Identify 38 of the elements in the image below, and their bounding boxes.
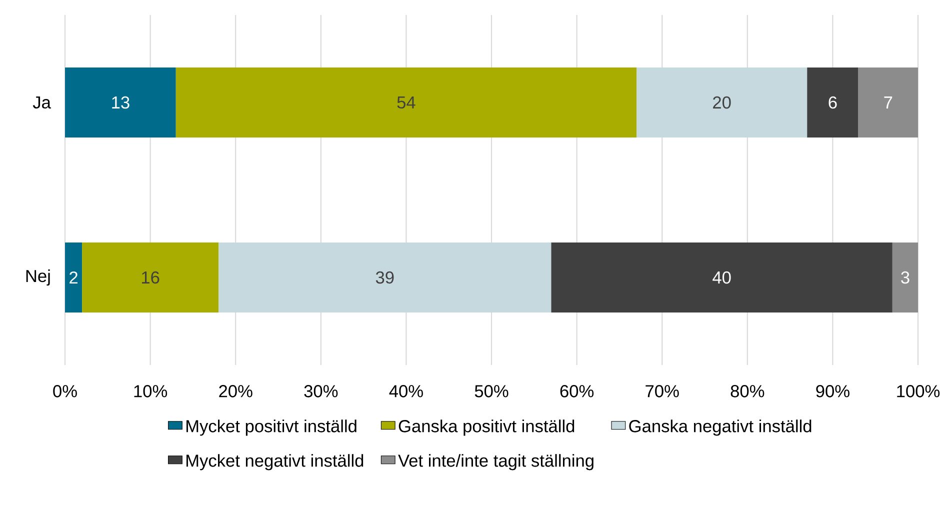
data-label: 16: [142, 271, 160, 284]
data-label: 20: [713, 96, 731, 109]
bar: [892, 242, 918, 312]
data-label: 54: [397, 96, 416, 109]
bar: [176, 67, 637, 138]
x-tick-label: 30%: [304, 385, 338, 398]
x-tick-label: 60%: [560, 385, 594, 398]
y-tick-label: Nej: [26, 269, 50, 286]
bar: [65, 67, 176, 138]
x-tick-label: 10%: [134, 385, 168, 398]
x-tick-label: 40%: [389, 385, 423, 398]
data-label: 40: [712, 271, 731, 284]
bar: [65, 242, 82, 312]
x-tick-label: 90%: [816, 385, 850, 398]
bar: [636, 67, 808, 138]
x-tick-label: 20%: [219, 385, 252, 398]
data-label: 3: [901, 271, 910, 284]
bar: [82, 242, 219, 312]
legend-label: Ganska positivt inställd: [398, 420, 574, 436]
data-label: 7: [884, 96, 892, 108]
x-tick-label: 70%: [646, 385, 679, 398]
bar: [858, 67, 918, 138]
bar: [551, 242, 892, 312]
legend-label: Mycket positivt inställd: [186, 420, 356, 436]
legend-label: Mycket negativt inställd: [186, 454, 364, 470]
x-tick-label: 100%: [897, 385, 940, 398]
x-tick-label: 0%: [53, 385, 77, 398]
data-label: 13: [112, 96, 130, 109]
bar: [807, 67, 858, 138]
x-tick-label: 80%: [730, 385, 764, 398]
bar: [218, 242, 552, 312]
y-tick-label: Ja: [32, 96, 51, 109]
legend-label: Ganska negativt inställd: [629, 420, 812, 436]
legend-label: Vet inte/inte tagit ställning: [398, 454, 594, 470]
x-tick-label: 50%: [474, 385, 508, 398]
data-label: 39: [376, 271, 394, 284]
data-label: 6: [828, 96, 837, 109]
data-label: 2: [70, 271, 78, 284]
